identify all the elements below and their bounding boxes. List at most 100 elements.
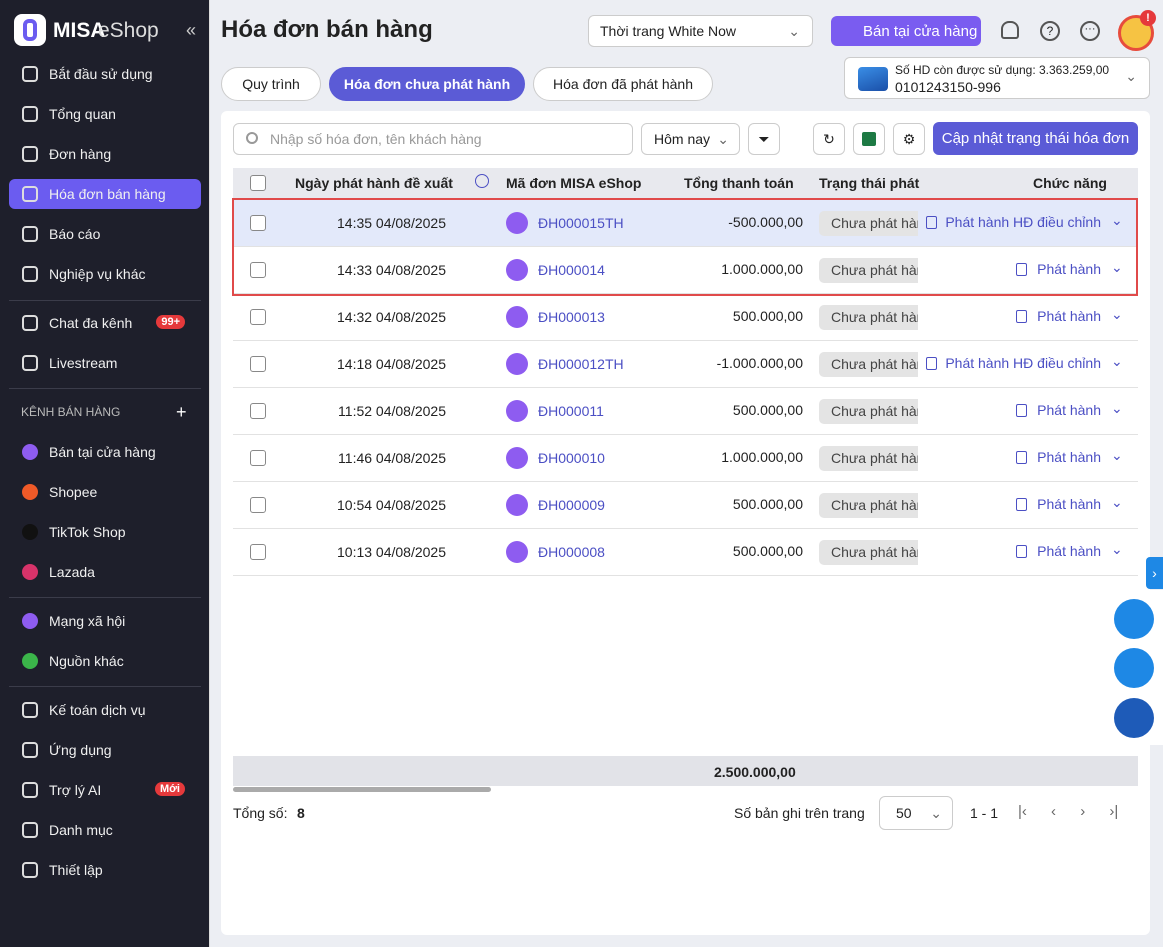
menu-item[interactable]: Bắt đầu sử dụng	[9, 59, 201, 89]
tab[interactable]: Quy trình	[221, 67, 321, 101]
row-menu[interactable]: ⌄	[1111, 447, 1123, 463]
pos-label: Bán tại cửa hàng	[863, 22, 978, 40]
menu-icon	[22, 653, 38, 669]
order-code[interactable]: ĐH000014	[538, 262, 605, 278]
collapse-button[interactable]: «	[186, 20, 197, 40]
table-row[interactable]: 10:13 04/08/2025 ĐH000008 500.000,00 Chưa p…	[233, 529, 1138, 576]
invoice-box[interactable]: Số HD còn được sử dụng: 3.363.259,00 010…	[844, 57, 1150, 99]
menu-item[interactable]: Livestream	[9, 348, 201, 378]
menu-item[interactable]: Nghiệp vụ khác	[9, 259, 201, 289]
action[interactable]: Phát hành	[1037, 449, 1101, 465]
table-row[interactable]: 11:52 04/08/2025 ĐH000011 500.000,00 Chưa p…	[233, 388, 1138, 435]
count-label: Tổng số:	[233, 805, 288, 821]
expand-tab[interactable]: ›	[1146, 557, 1163, 589]
menu-item[interactable]: TikTok Shop	[9, 517, 201, 547]
excel-button[interactable]	[853, 123, 885, 155]
menu-item[interactable]: Báo cáo	[9, 219, 201, 249]
chat-button[interactable]	[1114, 648, 1154, 688]
tab[interactable]: Hóa đơn chưa phát hành	[329, 67, 525, 101]
row-checkbox[interactable]	[250, 544, 266, 560]
row-menu[interactable]: ⌄	[1111, 541, 1123, 557]
refresh-button[interactable]: ↻	[813, 123, 845, 155]
menu-item[interactable]: Nguồn khác	[9, 646, 201, 676]
row-menu[interactable]: ⌄	[1111, 400, 1123, 416]
order-icon	[506, 400, 528, 422]
assistant-button[interactable]	[1114, 698, 1154, 738]
pos-button[interactable]: Bán tại cửa hàng	[831, 16, 981, 46]
table-row[interactable]: 14:18 04/08/2025 ĐH000012TH -1.000.000,00 C…	[233, 341, 1138, 388]
menu-item[interactable]: Shopee	[9, 477, 201, 507]
filter-button[interactable]: ⏷	[748, 123, 780, 155]
row-checkbox[interactable]	[250, 262, 266, 278]
action-icon	[1016, 451, 1027, 464]
scrollbar[interactable]	[233, 787, 491, 792]
row-menu[interactable]: ⌄	[1111, 212, 1123, 228]
page-size-select[interactable]: 50 ⌄	[879, 796, 953, 830]
menu-item[interactable]: Chat đa kênh 99+	[9, 308, 201, 338]
menu-item[interactable]: Kế toán dịch vụ	[9, 695, 201, 725]
table-row[interactable]: 14:33 04/08/2025 ĐH000014 1.000.000,00 Chưa…	[233, 247, 1138, 294]
table-row[interactable]: 11:46 04/08/2025 ĐH000010 1.000.000,00 Chưa…	[233, 435, 1138, 482]
order-code[interactable]: ĐH000012TH	[538, 356, 624, 372]
menu-icon	[22, 355, 38, 371]
action[interactable]: Phát hành	[1037, 496, 1101, 512]
menu-item[interactable]: Ứng dụng	[9, 735, 201, 765]
table-row[interactable]: 14:35 04/08/2025 ĐH000015TH -500.000,00 Chư…	[233, 200, 1138, 247]
menu-label: TikTok Shop	[49, 524, 126, 540]
announce-button[interactable]	[1114, 599, 1154, 639]
order-code[interactable]: ĐH000009	[538, 497, 605, 513]
tab[interactable]: Hóa đơn đã phát hành	[533, 67, 713, 101]
menu-item[interactable]: Lazada	[9, 557, 201, 587]
order-code[interactable]: ĐH000013	[538, 309, 605, 325]
menu-item[interactable]: Mạng xã hội	[9, 606, 201, 636]
add-channel[interactable]: +	[176, 402, 187, 422]
row-menu[interactable]: ⌄	[1111, 259, 1123, 275]
row-checkbox[interactable]	[250, 309, 266, 325]
action[interactable]: Phát hành	[1037, 543, 1101, 559]
row-menu[interactable]: ⌄	[1111, 494, 1123, 510]
menu-item[interactable]: Đơn hàng	[9, 139, 201, 169]
row-menu[interactable]: ⌄	[1111, 306, 1123, 322]
more-icon[interactable]: ···	[1080, 21, 1100, 41]
action[interactable]: Phát hành HĐ điều chỉnh	[945, 214, 1101, 230]
row-checkbox[interactable]	[250, 356, 266, 372]
action[interactable]: Phát hành	[1037, 261, 1101, 277]
menu-item[interactable]: Trợ lý AI Mới	[9, 775, 201, 805]
update-label: Cập nhật trạng thái hóa đơn	[941, 130, 1130, 147]
row-checkbox[interactable]	[250, 497, 266, 513]
row-checkbox[interactable]	[250, 403, 266, 419]
period-select[interactable]: Hôm nay ⌄	[641, 123, 740, 155]
row-checkbox[interactable]	[250, 215, 266, 231]
update-button[interactable]: Cập nhật trạng thái hóa đơn	[933, 122, 1138, 155]
order-icon	[506, 447, 528, 469]
order-code[interactable]: ĐH000008	[538, 544, 605, 560]
select-all[interactable]	[250, 175, 266, 191]
settings-button[interactable]: ⚙	[893, 123, 925, 155]
menu-item[interactable]: Hóa đơn bán hàng	[9, 179, 201, 209]
menu-item[interactable]: Thiết lập	[9, 855, 201, 885]
menu-item[interactable]: Bán tại cửa hàng	[9, 437, 201, 467]
action[interactable]: Phát hành	[1037, 402, 1101, 418]
order-code[interactable]: ĐH000010	[538, 450, 605, 466]
row-checkbox[interactable]	[250, 450, 266, 466]
help-icon[interactable]: ?	[1040, 21, 1060, 41]
table-total: 2.500.000,00	[233, 756, 1138, 786]
table-row[interactable]: 14:32 04/08/2025 ĐH000013 500.000,00 Chưa p…	[233, 294, 1138, 341]
row-menu[interactable]: ⌄	[1111, 353, 1123, 369]
order-code[interactable]: ĐH000015TH	[538, 215, 624, 231]
order-icon	[506, 494, 528, 516]
avatar[interactable]	[1118, 15, 1154, 51]
menu-label: Livestream	[49, 355, 118, 371]
menu-item[interactable]: Tổng quan	[9, 99, 201, 129]
notification-icon[interactable]	[1001, 21, 1019, 39]
action[interactable]: Phát hành	[1037, 308, 1101, 324]
search-box[interactable]: Nhập số hóa đơn, tên khách hàng	[233, 123, 633, 155]
order-code[interactable]: ĐH000011	[538, 403, 604, 419]
table-row[interactable]: 10:54 04/08/2025 ĐH000009 500.000,00 Chưa p…	[233, 482, 1138, 529]
page-nav[interactable]: |‹ ‹ › ›|	[1018, 803, 1119, 820]
menu-item[interactable]: Danh mục	[9, 815, 201, 845]
page-size: 50	[896, 805, 912, 821]
action[interactable]: Phát hành HĐ điều chỉnh	[945, 355, 1101, 371]
store-select[interactable]: Thời trang White Now ⌄	[588, 15, 813, 47]
info-icon[interactable]	[475, 174, 489, 188]
